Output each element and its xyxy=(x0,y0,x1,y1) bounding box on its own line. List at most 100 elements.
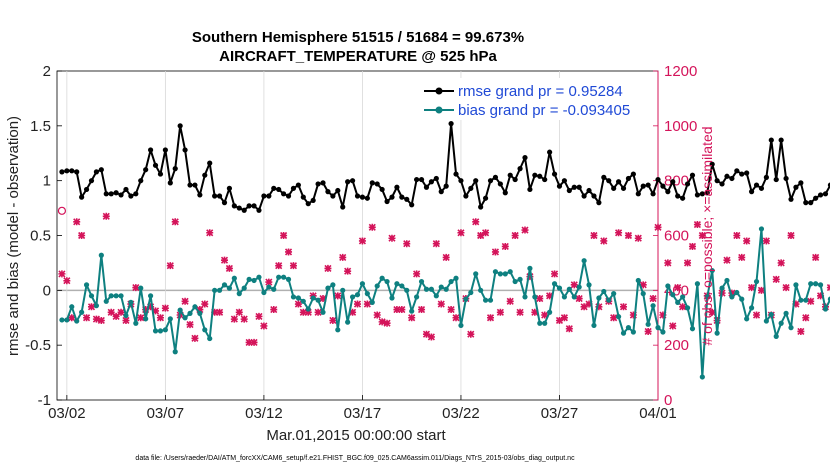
assimilated-marker xyxy=(250,338,258,346)
assimilated-marker xyxy=(550,270,559,278)
bias-point xyxy=(290,294,297,300)
assimilated-marker xyxy=(531,308,539,316)
bias-point xyxy=(281,274,287,280)
assimilated-marker xyxy=(270,305,278,314)
bias-point xyxy=(182,315,188,321)
assimilated-marker xyxy=(171,218,179,226)
assimilated-marker xyxy=(383,319,391,327)
bias-point xyxy=(591,322,597,329)
assimilated-marker xyxy=(393,305,401,314)
bias-point xyxy=(197,310,203,316)
x-axis-label: Mar.01,2015 00:00:00 start xyxy=(266,427,446,444)
rmse-point xyxy=(660,183,666,189)
bias-point xyxy=(389,295,395,301)
bias-point xyxy=(640,291,646,297)
assimilated-marker xyxy=(422,330,431,338)
rmse-point xyxy=(507,172,513,178)
bias-point xyxy=(369,299,375,305)
assimilated-marker xyxy=(240,315,248,323)
rmse-point xyxy=(753,182,760,188)
rmse-point xyxy=(369,180,375,186)
rmse-point xyxy=(635,191,641,197)
y-right-tick-label: 600 xyxy=(664,228,689,245)
bias-point xyxy=(64,317,70,323)
rmse-point xyxy=(808,200,814,206)
bias-point xyxy=(532,294,538,300)
assimilated-marker xyxy=(491,248,499,256)
rmse-point xyxy=(758,185,765,191)
bias-point xyxy=(680,294,686,300)
rmse-point xyxy=(143,167,149,173)
rmse-point xyxy=(349,178,356,184)
bias-point xyxy=(744,316,750,322)
assimilated-marker xyxy=(417,305,426,314)
rmse-point xyxy=(202,172,208,178)
bias-point xyxy=(547,309,553,315)
bias-point xyxy=(601,288,607,295)
bias-point xyxy=(482,297,489,303)
assimilated-marker xyxy=(688,242,697,251)
bias-point xyxy=(571,294,577,300)
bias-point xyxy=(379,275,385,281)
rmse-point xyxy=(468,185,474,191)
assimilated-marker xyxy=(220,256,229,264)
assimilated-marker xyxy=(619,303,628,311)
rmse-point xyxy=(566,187,572,194)
assimilated-marker xyxy=(644,327,652,336)
rmse-point xyxy=(404,196,410,202)
assimilated-marker xyxy=(511,231,519,240)
assimilated-marker xyxy=(728,289,736,297)
possible-marker xyxy=(57,206,67,215)
bias-point xyxy=(822,306,829,312)
y-tick-label: 2 xyxy=(43,63,51,80)
legend-bias-marker xyxy=(435,106,443,114)
bias-point xyxy=(305,306,311,312)
rmse-point xyxy=(108,191,114,197)
bias-point xyxy=(473,271,479,277)
rmse-point xyxy=(241,207,247,213)
bias-point xyxy=(576,284,582,290)
assimilated-marker xyxy=(757,286,766,294)
rmse-point xyxy=(192,182,198,188)
bias-point xyxy=(778,320,784,326)
assimilated-marker xyxy=(797,327,805,336)
assimilated-marker xyxy=(334,292,342,300)
chart-title-line2: AIRCRAFT_TEMPERATURE @ 525 hPa xyxy=(219,48,497,65)
assimilated-marker xyxy=(437,300,445,308)
assimilated-marker xyxy=(260,322,268,330)
rmse-point xyxy=(586,187,592,194)
rmse-point xyxy=(537,173,543,179)
assimilated-marker xyxy=(408,314,416,322)
assimilated-marker xyxy=(87,303,96,311)
assimilated-marker xyxy=(777,259,785,267)
bias-point xyxy=(226,285,233,291)
assimilated-marker xyxy=(669,322,677,330)
bias-point xyxy=(561,294,568,300)
rmse-point xyxy=(138,178,144,184)
bias-point xyxy=(709,267,715,274)
legend-rmse-marker xyxy=(435,87,443,95)
y-right-tick-label: 200 xyxy=(664,337,689,354)
bias-point xyxy=(315,297,321,303)
rmse-point xyxy=(231,203,237,209)
rmse-point xyxy=(59,169,65,175)
bias-point xyxy=(566,286,572,292)
assimilated-marker xyxy=(615,229,623,237)
x-tick-label: 03/27 xyxy=(541,405,579,422)
assimilated-marker xyxy=(78,231,86,240)
bias-point xyxy=(266,284,272,290)
rmse-point xyxy=(601,174,607,180)
bias-point xyxy=(793,282,799,288)
rmse-point xyxy=(256,207,262,213)
rmse-point xyxy=(266,193,272,199)
assimilated-marker xyxy=(339,253,347,261)
bias-point xyxy=(704,294,710,300)
assimilated-marker xyxy=(245,338,253,346)
rmse-point xyxy=(793,184,799,190)
rmse-point xyxy=(788,196,794,202)
bias-point xyxy=(241,285,247,291)
bias-point xyxy=(803,297,809,303)
assimilated-marker xyxy=(807,297,815,305)
assimilated-marker xyxy=(230,315,238,323)
bias-point xyxy=(103,298,109,304)
